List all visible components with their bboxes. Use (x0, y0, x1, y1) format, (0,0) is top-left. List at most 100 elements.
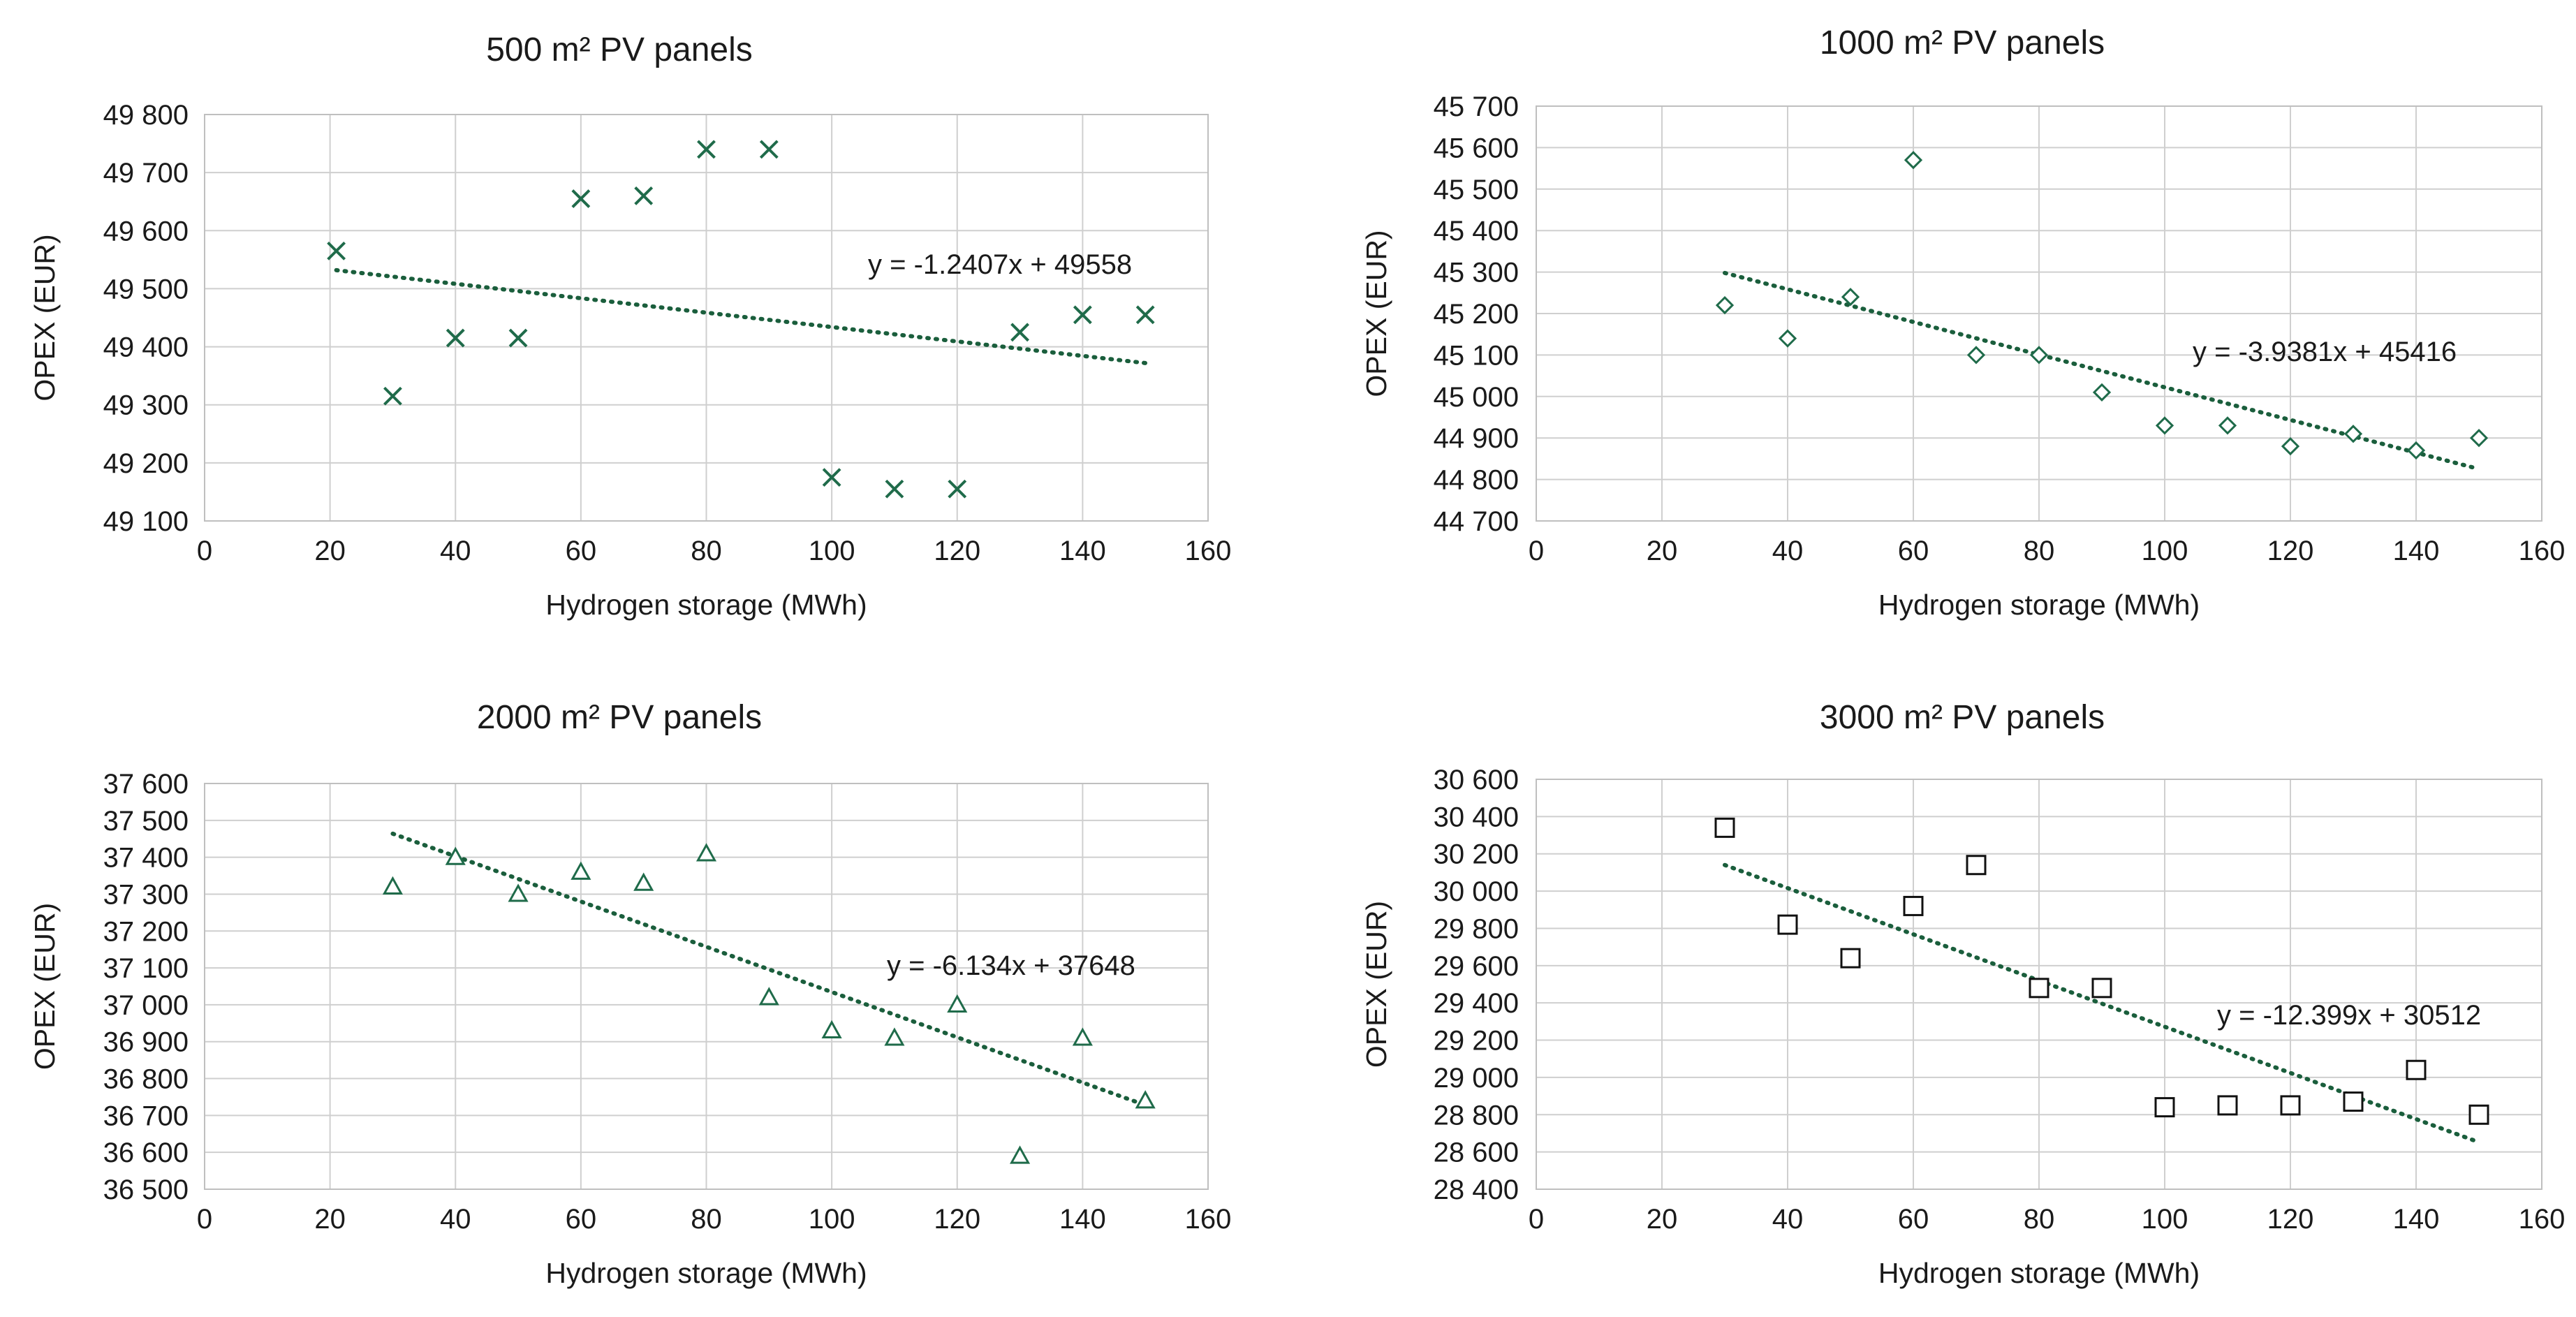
x-tick-label: 0 (1529, 536, 1544, 566)
y-tick-label: 36 500 (103, 1175, 189, 1205)
y-tick-label: 49 800 (103, 100, 189, 131)
data-point (508, 328, 528, 348)
y-tick-label: 37 600 (103, 769, 189, 800)
trendline-equation: y = -1.2407x + 49558 (868, 249, 1132, 280)
data-point (1135, 1090, 1156, 1109)
plot-area (1536, 105, 2542, 522)
x-tick-label: 0 (197, 536, 212, 566)
y-tick-label: 37 300 (103, 879, 189, 910)
x-axis-title: Hydrogen storage (MWh) (1878, 589, 2200, 621)
y-tick-label: 44 700 (1434, 506, 1519, 537)
x-tick-label: 80 (2024, 536, 2055, 566)
y-tick-label: 30 600 (1434, 765, 1519, 795)
data-point (327, 241, 346, 260)
x-tick-label: 140 (1059, 1204, 1106, 1235)
data-point (2155, 416, 2174, 435)
data-point (885, 479, 904, 499)
data-point (758, 987, 779, 1006)
trendline-equation: y = -12.399x + 30512 (2217, 1000, 2481, 1031)
y-tick-label: 49 100 (103, 506, 189, 537)
trendline-equation: y = -6.134x + 37648 (887, 950, 1135, 981)
x-tick-label: 40 (1772, 1204, 1804, 1235)
y-tick-label: 49 600 (103, 216, 189, 247)
x-tick-label: 120 (934, 1204, 980, 1235)
y-tick-label: 45 600 (1434, 133, 1519, 163)
chart-panel-500: 500 m² PV panels 49 100 49 200 49 300 49 40… (29, 31, 1231, 621)
y-tick-label: 37 100 (103, 953, 189, 984)
x-axis-ticks: 0 20 40 60 80 100 120 140 160 (197, 1204, 1232, 1235)
data-point (1714, 817, 1735, 838)
x-tick-label: 40 (440, 536, 471, 566)
data-point (2029, 978, 2049, 999)
x-axis-ticks: 0 20 40 60 80 100 120 140 160 (197, 536, 1232, 566)
x-tick-label: 20 (314, 1204, 346, 1235)
x-tick-label: 40 (440, 1204, 471, 1235)
x-axis-title: Hydrogen storage (MWh) (545, 589, 867, 621)
data-points (1714, 817, 2489, 1125)
y-axis-ticks: 36 500 36 600 36 700 36 800 36 900 37 000 37 1… (103, 769, 189, 1205)
x-tick-label: 20 (1647, 536, 1678, 566)
x-axis-ticks: 0 20 40 60 80 100 120 140 160 (1529, 1204, 2566, 1235)
data-point (1966, 855, 1987, 876)
y-tick-label: 45 200 (1434, 299, 1519, 330)
chart-title: 500 m² PV panels (486, 31, 753, 68)
data-point (948, 479, 967, 499)
y-tick-label: 49 300 (103, 390, 189, 421)
data-point (884, 1027, 905, 1046)
y-tick-label: 45 100 (1434, 340, 1519, 371)
data-point (1715, 295, 1735, 315)
y-tick-label: 28 600 (1434, 1138, 1519, 1168)
x-tick-label: 100 (2142, 1204, 2188, 1235)
data-point (2029, 346, 2049, 365)
y-tick-label: 37 000 (103, 990, 189, 1021)
gridlines (1536, 105, 2542, 522)
data-point (2091, 978, 2112, 999)
data-point (822, 468, 841, 487)
data-point (571, 189, 591, 208)
x-tick-label: 80 (691, 536, 722, 566)
x-tick-label: 80 (691, 1204, 722, 1235)
trendline (1723, 270, 2481, 471)
y-tick-label: 45 300 (1434, 258, 1519, 288)
y-tick-label: 49 200 (103, 448, 189, 479)
y-axis-ticks: 49 100 49 200 49 300 49 400 49 500 49 600 49 7… (103, 100, 189, 537)
x-tick-label: 100 (2142, 536, 2188, 566)
y-axis-title: OPEX (EUR) (1360, 230, 1392, 397)
x-axis-ticks: 0 20 40 60 80 100 120 140 160 (1529, 536, 2566, 566)
data-point (947, 994, 968, 1013)
y-tick-label: 29 800 (1434, 913, 1519, 944)
y-tick-label: 49 500 (103, 274, 189, 304)
y-axis-title: OPEX (EUR) (1360, 901, 1392, 1068)
data-point (2406, 441, 2426, 460)
y-tick-label: 44 900 (1434, 423, 1519, 454)
data-point (1010, 323, 1029, 342)
x-tick-label: 140 (2393, 536, 2440, 566)
y-tick-label: 29 600 (1434, 951, 1519, 982)
x-tick-label: 20 (314, 536, 346, 566)
y-axis-title: OPEX (EUR) (29, 903, 61, 1070)
y-tick-label: 45 500 (1434, 175, 1519, 205)
data-point (571, 861, 591, 880)
y-tick-label: 37 200 (103, 916, 189, 947)
gridlines (204, 114, 1209, 522)
data-point (2217, 1095, 2238, 1116)
x-axis-title: Hydrogen storage (MWh) (1878, 1257, 2200, 1289)
y-tick-label: 36 900 (103, 1027, 189, 1058)
x-tick-label: 140 (1059, 536, 1106, 566)
data-point (508, 883, 529, 902)
data-point (2092, 383, 2112, 402)
data-point (2280, 1095, 2301, 1116)
data-point (2406, 1059, 2427, 1080)
data-point (2343, 1091, 2364, 1112)
y-tick-label: 28 400 (1434, 1175, 1519, 1205)
data-point (1072, 1027, 1093, 1046)
data-point (695, 843, 717, 862)
y-tick-label: 49 400 (103, 332, 189, 363)
y-tick-label: 45 400 (1434, 216, 1519, 247)
chart-panel-3000: 3000 m² PV panels 28 400 28 600 28 800 29 0… (1360, 699, 2565, 1289)
x-tick-label: 60 (1898, 1204, 1929, 1235)
data-point (2218, 416, 2237, 435)
y-axis-ticks: 28 400 28 600 28 800 29 000 29 200 29 400 29 6… (1434, 765, 1519, 1205)
data-point (697, 140, 716, 159)
